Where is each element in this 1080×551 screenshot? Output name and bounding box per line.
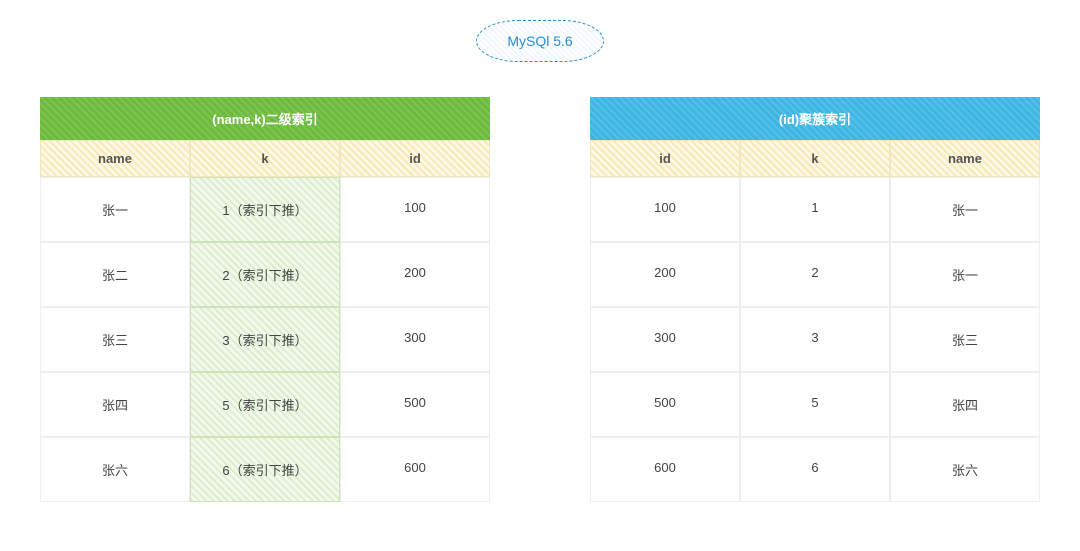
table-cell: 5 — [740, 372, 890, 437]
table-row: 3003张三 — [590, 307, 1040, 372]
table-cell: 600 — [340, 437, 490, 502]
table-cell: 张六 — [890, 437, 1040, 502]
table-cell: 300 — [590, 307, 740, 372]
table-cell: 张一 — [40, 177, 190, 242]
table-cell: 张六 — [40, 437, 190, 502]
table-cell: 5（索引下推） — [190, 372, 340, 437]
clustered-index-table: (id)聚簇索引 idkname 1001张一2002张一3003张三5005张… — [590, 97, 1040, 502]
clustered-index-title: (id)聚簇索引 — [590, 97, 1040, 140]
table-cell: 200 — [340, 242, 490, 307]
table-cell: 2 — [740, 242, 890, 307]
table-row: 张二2（索引下推）200 — [40, 242, 490, 307]
table-cell: 100 — [340, 177, 490, 242]
table-cell: 1（索引下推） — [190, 177, 340, 242]
table-cell: 600 — [590, 437, 740, 502]
table-cell: 3 — [740, 307, 890, 372]
table-cell: 1 — [740, 177, 890, 242]
column-header: k — [740, 140, 890, 177]
table-cell: 张二 — [40, 242, 190, 307]
tables-container: (name,k)二级索引 namekid 张一1（索引下推）100张二2（索引下… — [40, 97, 1040, 502]
secondary-index-table: (name,k)二级索引 namekid 张一1（索引下推）100张二2（索引下… — [40, 97, 490, 502]
mysql-version-cloud: MySQl 5.6 — [476, 20, 603, 62]
clustered-index-header: idkname — [590, 140, 1040, 177]
secondary-index-header: namekid — [40, 140, 490, 177]
table-row: 1001张一 — [590, 177, 1040, 242]
table-cell: 500 — [590, 372, 740, 437]
table-row: 5005张四 — [590, 372, 1040, 437]
column-header: id — [340, 140, 490, 177]
table-cell: 张三 — [40, 307, 190, 372]
column-header: id — [590, 140, 740, 177]
table-cell: 张三 — [890, 307, 1040, 372]
table-cell: 6（索引下推） — [190, 437, 340, 502]
table-row: 6006张六 — [590, 437, 1040, 502]
secondary-index-body: 张一1（索引下推）100张二2（索引下推）200张三3（索引下推）300张四5（… — [40, 177, 490, 502]
table-cell: 2（索引下推） — [190, 242, 340, 307]
table-row: 2002张一 — [590, 242, 1040, 307]
clustered-index-body: 1001张一2002张一3003张三5005张四6006张六 — [590, 177, 1040, 502]
table-cell: 张四 — [40, 372, 190, 437]
table-cell: 3（索引下推） — [190, 307, 340, 372]
table-cell: 张一 — [890, 177, 1040, 242]
table-cell: 300 — [340, 307, 490, 372]
table-row: 张六6（索引下推）600 — [40, 437, 490, 502]
table-cell: 200 — [590, 242, 740, 307]
table-row: 张三3（索引下推）300 — [40, 307, 490, 372]
column-header: k — [190, 140, 340, 177]
table-cell: 6 — [740, 437, 890, 502]
column-header: name — [40, 140, 190, 177]
table-row: 张四5（索引下推）500 — [40, 372, 490, 437]
table-cell: 张四 — [890, 372, 1040, 437]
table-cell: 100 — [590, 177, 740, 242]
table-cell: 张一 — [890, 242, 1040, 307]
secondary-index-title: (name,k)二级索引 — [40, 97, 490, 140]
column-header: name — [890, 140, 1040, 177]
table-row: 张一1（索引下推）100 — [40, 177, 490, 242]
table-cell: 500 — [340, 372, 490, 437]
